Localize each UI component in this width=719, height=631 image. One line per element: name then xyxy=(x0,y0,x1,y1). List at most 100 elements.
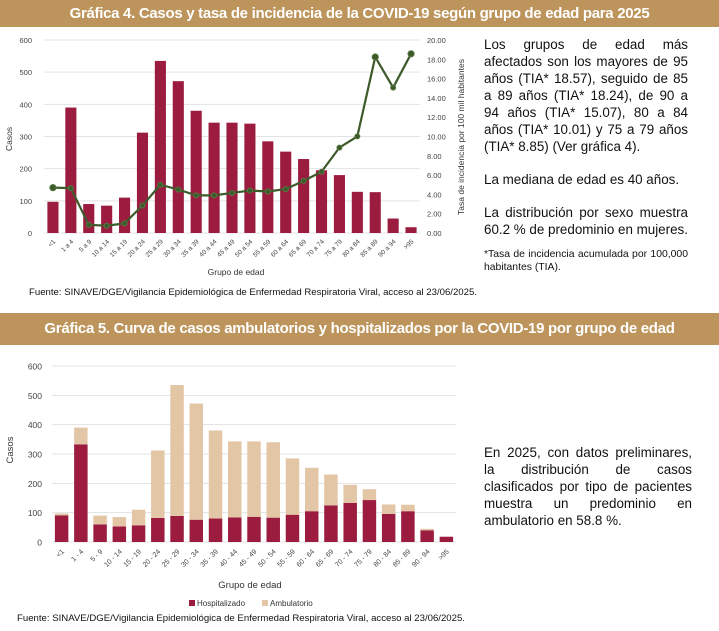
chart4-y2-tick-label: 4.00 xyxy=(427,190,442,199)
chart4-x-tick-label: 55 a 59 xyxy=(252,238,273,259)
chart4-bar xyxy=(136,132,149,233)
chart5-y-axis-ticks: 0 100 200 300 400 500 600 xyxy=(28,362,42,548)
chart5-description-p1: En 2025, con datos preliminares, la dist… xyxy=(484,445,692,528)
chart4-bars xyxy=(47,60,417,234)
chart4-rate-point xyxy=(264,188,271,195)
chart4-bar xyxy=(387,218,399,233)
chart4-x-tick-label: 65 a 69 xyxy=(288,238,309,259)
chart4-rate-point xyxy=(246,187,253,194)
chart4-rate-point xyxy=(193,192,200,199)
chart4-x-tick-label: 40 a 44 xyxy=(198,238,219,259)
chart4-rate-point xyxy=(300,177,307,184)
chart4-rate-point xyxy=(85,221,92,228)
chart4-y2-tick-label: 10.00 xyxy=(427,133,446,142)
chart4-rate-point xyxy=(228,189,235,196)
chart5-y-tick-label: 200 xyxy=(28,479,42,489)
chart5-x-tick-label: 30 - 34 xyxy=(180,548,200,568)
chart5-bar-hospitalizado xyxy=(151,517,165,542)
chart5-x-tick-label: 1 - 4 xyxy=(70,548,85,563)
chart5-bar-hospitalizado xyxy=(285,514,300,542)
chart5-x-tick-label: 40 - 44 xyxy=(219,548,239,568)
chart4-y2-tick-label: 12.00 xyxy=(427,113,446,122)
chart4-y2-tick-label: 18.00 xyxy=(427,55,446,64)
chart5-y-tick-label: 400 xyxy=(28,420,42,430)
chart5-bar-hospitalizado xyxy=(247,516,261,542)
chart4-y2-tick-label: 0.00 xyxy=(427,229,442,238)
chart4-rate-point xyxy=(157,181,164,188)
chart4-description-p1: Los grupos de edad más afectados son los… xyxy=(484,37,688,154)
chart4-bar xyxy=(47,201,59,233)
chart5-bar-ambulatorio xyxy=(54,513,69,516)
chart5-bar-ambulatorio xyxy=(401,504,415,512)
chart5-x-tick-label: <1 xyxy=(55,548,66,559)
legend-swatch-hospitalizado xyxy=(189,600,195,606)
chart5-bar-ambulatorio xyxy=(324,474,338,506)
chart4-footnote: *Tasa de incidencia acumulada por 100,00… xyxy=(484,249,688,273)
chart4-rate-point xyxy=(49,184,57,192)
legend-swatch-ambulatorio xyxy=(262,600,268,606)
chart4-y-tick-label: 500 xyxy=(19,68,32,77)
chart4-bar xyxy=(315,170,328,233)
chart4-rate-point xyxy=(354,133,361,140)
chart4-bar xyxy=(351,191,363,233)
chart5-bar-hospitalizado xyxy=(74,444,88,542)
chart4-bar xyxy=(83,204,95,233)
chart5-bar-ambulatorio xyxy=(228,441,242,518)
chart5-y-tick-label: 300 xyxy=(28,450,42,460)
chart5-y-tick-label: 500 xyxy=(28,391,42,401)
chart4-description-p2: La mediana de edad es 40 años. xyxy=(484,172,680,187)
chart4-rate-point xyxy=(67,185,74,192)
chart5-y-axis-label: Casos xyxy=(5,436,16,463)
chart4-x-tick-label: 1 a 4 xyxy=(60,238,75,253)
chart4-y2-tick-label: 20.00 xyxy=(427,36,446,45)
chart4-y-axis-ticks: 0 100 200 300 400 500 600 xyxy=(19,36,32,238)
chart4-rate-point xyxy=(121,220,128,227)
chart5-bar-ambulatorio xyxy=(362,489,377,501)
chart5-x-tick-label: 65 - 69 xyxy=(315,548,335,568)
chart5-x-tick-label: 70 - 74 xyxy=(334,548,354,568)
chart5-bar-hospitalizado xyxy=(343,502,357,542)
chart4-x-tick-label: 60 a 64 xyxy=(270,238,291,259)
chart4-x-tick-label: 85 a 89 xyxy=(359,238,380,259)
chart4-rate-point xyxy=(139,202,146,209)
chart4-rate-point xyxy=(336,144,343,151)
chart5-x-axis-label: Grupo de edad xyxy=(218,580,281,591)
chart5-bar-hospitalizado xyxy=(381,513,396,542)
chart4-x-tick-label: 35 a 39 xyxy=(180,238,201,259)
chart4-y2-tick-label: 16.00 xyxy=(427,75,446,84)
chart5-bar-hospitalizado xyxy=(420,530,434,542)
chart5-bar-hospitalizado xyxy=(208,518,223,542)
chart4-rate-line xyxy=(49,50,415,229)
chart4-x-tick-label: 5 a 9 xyxy=(78,238,93,253)
chart4-x-tick-label: 20 a 24 xyxy=(127,238,148,259)
chart4-description: Los grupos de edad más afectados son los… xyxy=(484,36,688,290)
chart5-bar-ambulatorio xyxy=(304,467,319,512)
chart4-bar xyxy=(280,151,292,233)
chart5-bar-ambulatorio xyxy=(131,509,146,526)
chart5-bar-hospitalizado xyxy=(401,511,415,542)
chart5-y-tick-label: 100 xyxy=(28,508,42,518)
chart5-bar-hospitalizado xyxy=(228,517,242,542)
chart4-bar xyxy=(244,123,256,233)
chart4-source: Fuente: SINAVE/DGE/Vigilancia Epidemioló… xyxy=(29,287,477,298)
chart5-bar-hospitalizado xyxy=(324,505,338,542)
chart4-x-tick-label: 90 a 94 xyxy=(377,238,398,259)
chart5-bar-ambulatorio xyxy=(381,504,396,514)
chart4-bar xyxy=(298,159,310,233)
chart5-bar-ambulatorio xyxy=(112,517,127,527)
legend-label-ambulatorio: Ambulatorio xyxy=(270,599,313,608)
chart5-title: Gráfica 5. Curva de casos ambulatorios y… xyxy=(44,320,675,337)
chart4-bar xyxy=(262,141,274,233)
chart5-x-tick-label: >95 xyxy=(437,548,450,561)
chart4-bar xyxy=(405,227,417,233)
chart4-y2-tick-label: 8.00 xyxy=(427,152,442,161)
chart4-title-banner: Gráfica 4. Casos y tasa de incidencia de… xyxy=(0,0,719,27)
chart4-bar xyxy=(101,205,113,233)
chart4-rate-point xyxy=(371,53,379,61)
chart4-x-tick-label: 80 a 84 xyxy=(341,238,362,259)
chart5-x-tick-label: 90 - 94 xyxy=(411,548,431,568)
chart5-bar-hospitalizado xyxy=(439,536,454,542)
chart4-y-tick-label: 0 xyxy=(28,229,32,238)
chart5-x-tick-label: 25 - 29 xyxy=(161,548,181,568)
chart4-x-tick-label: 10 a 14 xyxy=(91,238,112,259)
